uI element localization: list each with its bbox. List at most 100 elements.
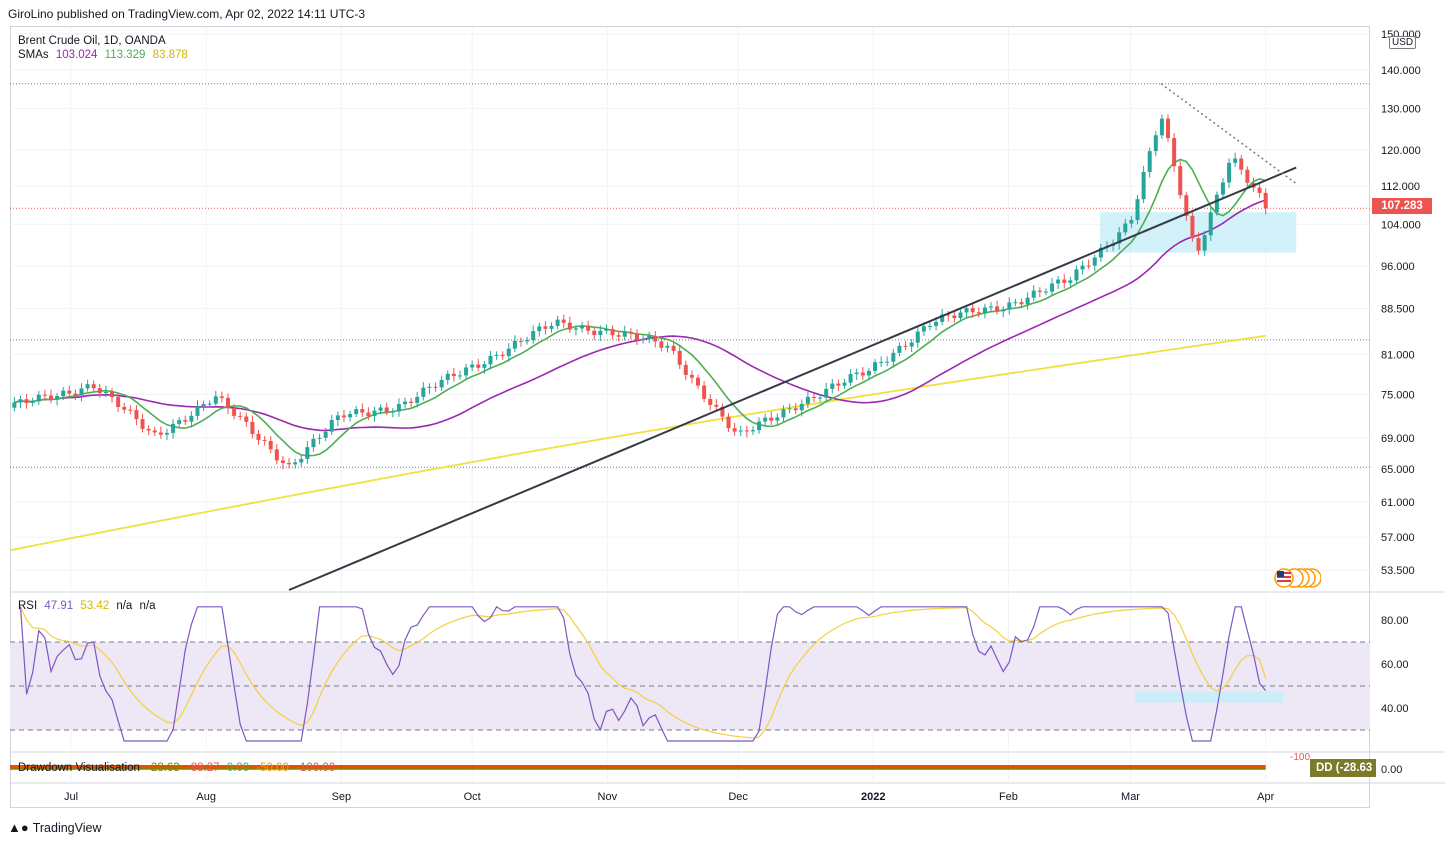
price-tick-label: 81.000 xyxy=(1381,349,1415,361)
candle-body xyxy=(1117,232,1122,244)
tradingview-brand: TradingView xyxy=(32,820,102,835)
candle-body xyxy=(488,355,493,365)
candle-body xyxy=(439,379,444,388)
candle-body xyxy=(714,404,719,407)
candle-body xyxy=(1227,162,1232,183)
sma-slow-line xyxy=(9,334,1266,552)
candle-body xyxy=(653,336,658,342)
candle-body xyxy=(85,384,90,389)
candle-body xyxy=(744,430,749,432)
candle-body xyxy=(146,428,151,431)
candle-body xyxy=(567,322,572,330)
smas-label[interactable]: SMAs xyxy=(18,49,49,61)
candle-body xyxy=(1245,169,1250,183)
candle-body xyxy=(604,328,609,331)
candle-body xyxy=(140,419,145,429)
candle-body xyxy=(67,390,72,394)
candle-body xyxy=(494,354,499,356)
sma-fast-line xyxy=(14,158,1266,457)
candle-body xyxy=(1001,309,1006,312)
candle-body xyxy=(134,410,139,420)
candle-body xyxy=(518,340,523,342)
candle-body xyxy=(177,420,182,424)
candle-body xyxy=(1233,158,1238,163)
candle-body xyxy=(1007,302,1012,310)
candle-body xyxy=(164,432,169,435)
rsi-na-1: n/a xyxy=(116,600,133,612)
candle-body xyxy=(360,409,365,413)
candle-body xyxy=(348,414,353,418)
resistance-trendline xyxy=(1160,83,1297,185)
sma-mid-line xyxy=(14,199,1266,432)
rsi-highlight-box xyxy=(1134,691,1284,703)
candle-body xyxy=(1086,265,1091,267)
candle-body xyxy=(824,388,829,398)
candle-body xyxy=(293,462,298,465)
candle-body xyxy=(73,393,78,396)
price-tick-label: 88.500 xyxy=(1381,303,1415,315)
candle-body xyxy=(1178,166,1183,196)
candle-body xyxy=(366,412,371,416)
candle-body xyxy=(1123,223,1128,233)
candle-body xyxy=(952,315,957,319)
candle-body xyxy=(921,326,926,332)
candle-body xyxy=(403,401,408,405)
candle-body xyxy=(1019,302,1024,305)
candle-body xyxy=(238,415,243,417)
tradingview-logo-icon: ▲● xyxy=(8,820,29,835)
candle-body xyxy=(451,373,456,377)
candle-body xyxy=(995,306,1000,312)
candle-body xyxy=(946,314,951,316)
candle-body xyxy=(757,421,762,431)
dd-value-5: -100.00 xyxy=(296,762,336,774)
time-tick-label: Nov xyxy=(598,791,618,803)
candle-body xyxy=(232,408,237,416)
candle-body xyxy=(317,437,322,439)
candle-body xyxy=(103,391,108,394)
symbol-title[interactable]: Brent Crude Oil, 1D, OANDA xyxy=(18,35,166,47)
drawdown-badge: DD (-28.63 xyxy=(1310,759,1377,777)
candle-body xyxy=(934,321,939,327)
candle-body xyxy=(854,372,859,375)
candle-body xyxy=(647,336,652,340)
candle-body xyxy=(457,375,462,377)
candle-body xyxy=(30,401,35,404)
tradingview-logo[interactable]: ▲● TradingView xyxy=(8,820,102,835)
candle-body xyxy=(573,328,578,330)
candle-body xyxy=(152,430,157,433)
candle-body xyxy=(989,306,993,308)
candle-body xyxy=(201,403,206,406)
candle-body xyxy=(891,352,896,362)
candle-body xyxy=(732,428,737,432)
candle-body xyxy=(500,354,505,357)
candle-body xyxy=(445,373,450,380)
publish-info: GiroLino published on TradingView.com, A… xyxy=(8,7,366,21)
candle-body xyxy=(1153,135,1158,152)
candle-body xyxy=(18,399,23,403)
candle-body xyxy=(897,345,902,353)
candle-body xyxy=(525,340,530,342)
candle-body xyxy=(213,396,218,404)
candle-body xyxy=(329,420,334,432)
candle-body xyxy=(879,361,884,363)
candle-body xyxy=(1202,235,1207,251)
us-events-icon[interactable] xyxy=(1273,567,1322,594)
candle-body xyxy=(195,405,200,416)
drawdown-label[interactable]: Drawdown Visualisation xyxy=(18,762,140,774)
candle-body xyxy=(1135,199,1140,221)
candle-body xyxy=(537,326,542,332)
main-legend: Brent Crude Oil, 1D, OANDA SMAs 103.024 … xyxy=(18,35,188,61)
candle-body xyxy=(775,417,780,421)
candle-body xyxy=(250,421,255,434)
currency-label[interactable]: USD xyxy=(1389,36,1417,49)
candle-body xyxy=(1208,212,1213,236)
candle-body xyxy=(561,319,566,323)
rsi-label[interactable]: RSI xyxy=(18,600,38,612)
candle-body xyxy=(268,440,273,450)
candle-body xyxy=(1068,280,1073,283)
dd-value-1: -28.63 xyxy=(147,762,180,774)
drawdown-min-badge: -100 xyxy=(1290,752,1311,763)
candle-body xyxy=(964,308,969,313)
candle-body xyxy=(1050,283,1055,292)
